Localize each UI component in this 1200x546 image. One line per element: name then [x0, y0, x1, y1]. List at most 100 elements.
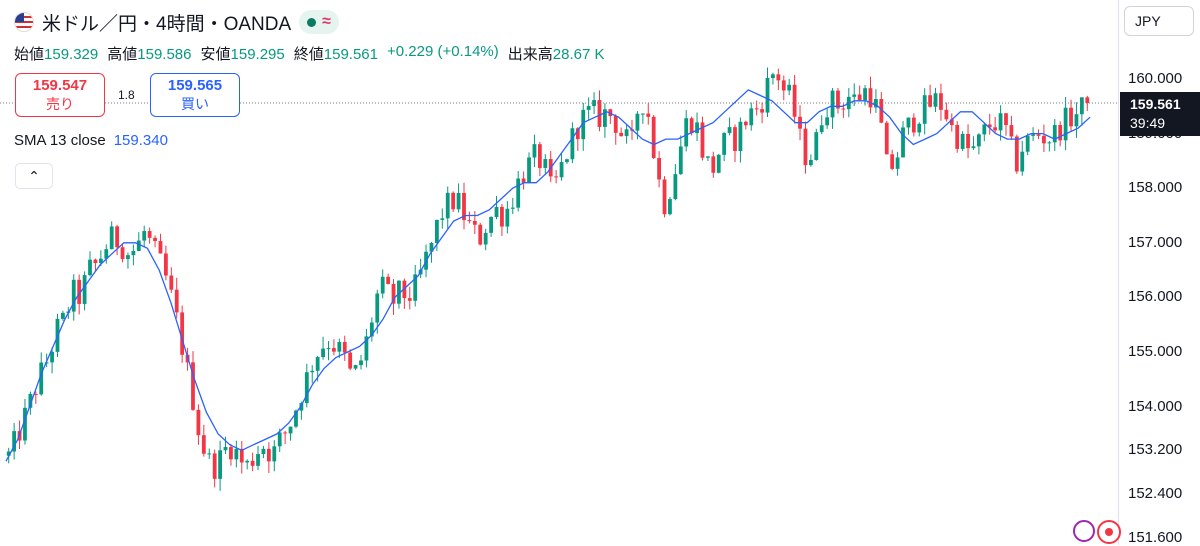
volume-label: 出来高	[507, 46, 553, 63]
buy-button[interactable]: 159.565 買い	[150, 73, 240, 117]
candle-body	[1079, 97, 1084, 115]
candle-body	[684, 118, 689, 147]
candle-body	[640, 113, 645, 115]
candle-body	[711, 156, 716, 173]
candle-body	[749, 108, 754, 126]
sma-line	[5, 89, 1091, 462]
candle-body	[39, 362, 44, 395]
candle-body	[906, 117, 911, 128]
candle-body	[917, 123, 922, 133]
candle-body	[451, 192, 456, 210]
record-icon[interactable]	[1097, 520, 1121, 544]
price-axis-tick: 151.600	[1128, 528, 1183, 546]
candle-body	[597, 100, 602, 127]
candle-body	[966, 133, 970, 149]
symbol-title[interactable]: 米ドル／円・4時間・OANDA	[42, 13, 292, 35]
candle-body	[288, 426, 293, 434]
candle-body	[342, 342, 347, 353]
countdown-label: 39:49	[1130, 115, 1166, 131]
candle-body	[191, 362, 195, 410]
candle-body	[971, 146, 976, 149]
candle-body	[98, 258, 103, 263]
currency-button[interactable]: JPY	[1124, 6, 1194, 36]
candle-body	[673, 174, 678, 200]
candle-body	[1069, 107, 1073, 127]
bottom-right-icons	[1073, 520, 1121, 544]
price-axis-tick: 157.000	[1128, 233, 1183, 251]
candle-body	[700, 122, 705, 158]
candle-body	[158, 241, 163, 254]
candle-body	[608, 109, 613, 117]
price-axis-tick: 156.000	[1128, 288, 1183, 306]
market-status-pill[interactable]: ≈	[299, 10, 339, 34]
candle-body	[315, 357, 320, 371]
candle-body	[1004, 113, 1008, 126]
candle-body	[483, 232, 488, 245]
collapse-legend-button[interactable]: ⌃	[15, 163, 53, 189]
candle-body	[375, 293, 380, 323]
market-open-dot-icon	[307, 17, 317, 27]
candle-body	[1085, 97, 1090, 103]
sma-legend[interactable]: SMA 13 close 159.340	[14, 132, 168, 149]
candle-body	[207, 453, 212, 455]
candle-body	[521, 178, 526, 183]
candle-body	[440, 218, 445, 220]
candle-body	[180, 312, 185, 355]
candle-body	[890, 154, 895, 169]
candle-body	[651, 116, 656, 159]
current-price-label: 159.561	[1130, 96, 1181, 112]
candle-body	[348, 352, 353, 369]
candle-body	[743, 121, 748, 126]
candle-body	[993, 127, 998, 131]
price-axis-tick: 160.000	[1128, 70, 1183, 87]
candle-body	[559, 162, 564, 178]
candle-body	[635, 113, 640, 131]
candle-body	[277, 432, 282, 447]
candle-body	[857, 94, 862, 101]
candle-body	[803, 128, 808, 166]
candle-body	[136, 240, 141, 251]
candle-body	[1047, 142, 1052, 144]
close-value: 159.561	[323, 46, 378, 63]
candle-body	[120, 247, 125, 259]
close-label: 終値	[293, 46, 324, 63]
candle-body	[104, 249, 109, 259]
candle-body	[781, 80, 786, 91]
candle-body	[386, 276, 391, 284]
candle-body	[223, 447, 228, 451]
candle-body	[467, 220, 472, 222]
candle-body	[949, 119, 954, 125]
candle-body	[212, 453, 217, 479]
sell-price: 159.547	[32, 77, 88, 94]
candle-body	[998, 113, 1003, 131]
candle-body	[326, 348, 331, 350]
candle-body	[391, 283, 396, 304]
candle-body	[218, 450, 222, 479]
candle-body	[695, 122, 699, 134]
candle-body	[201, 435, 206, 454]
candle-body	[960, 133, 965, 149]
candle-body	[613, 116, 618, 133]
change-value: +0.229 (+0.14%)	[387, 43, 499, 60]
candle-body	[760, 109, 764, 113]
candle-body	[234, 448, 239, 460]
candle-body	[407, 298, 412, 301]
candle-body	[863, 88, 867, 101]
candle-body	[489, 216, 493, 233]
candle-body	[668, 199, 672, 215]
candle-body	[445, 192, 450, 219]
candle-body	[884, 122, 889, 155]
price-axis-tick: 155.000	[1128, 343, 1183, 360]
price-chart[interactable]	[0, 0, 1118, 545]
indicator-toggle-icon[interactable]	[1073, 520, 1095, 542]
candle-body	[1020, 151, 1025, 172]
candle-body	[819, 125, 824, 133]
candle-body	[1014, 136, 1019, 172]
candle-body	[830, 90, 835, 118]
sell-button[interactable]: 159.547 売り	[15, 73, 105, 117]
candle-body	[581, 109, 586, 140]
candle-body	[169, 275, 174, 290]
candle-body	[933, 93, 938, 107]
candle-body	[299, 403, 304, 411]
candle-body	[754, 108, 759, 110]
